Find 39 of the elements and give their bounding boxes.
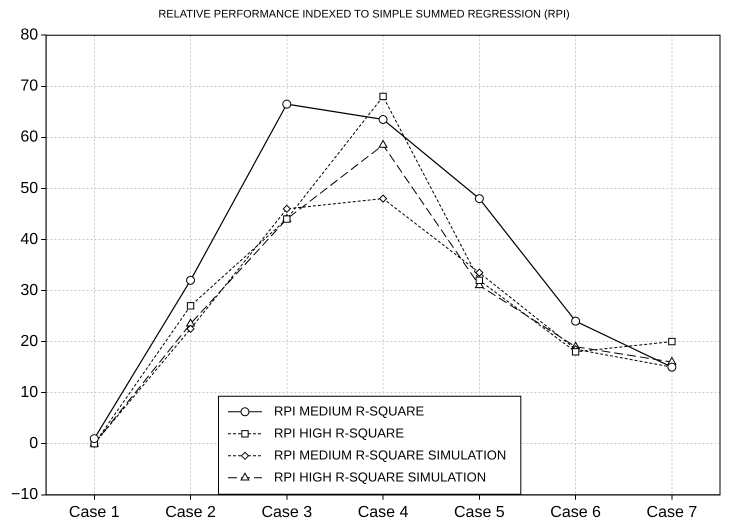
point — [186, 324, 195, 333]
point — [571, 316, 580, 326]
legend-label: RPI MEDIUM R-SQUARE — [274, 403, 425, 418]
y-tick-label: 80 — [20, 26, 38, 44]
x-tick-label: Case 7 — [646, 504, 698, 521]
point — [476, 276, 484, 284]
point — [475, 268, 484, 277]
legend-label: RPI HIGH R-SQUARE — [274, 425, 404, 440]
x-tick-label: Case 3 — [261, 504, 312, 521]
chart-title: RELATIVE PERFORMANCE INDEXED TO SIMPLE SUMMED REGRESSION (RPI) — [158, 8, 570, 21]
point — [378, 114, 388, 124]
point — [186, 318, 195, 326]
point — [379, 194, 388, 203]
x-tick-label: Case 4 — [358, 504, 409, 521]
point — [186, 276, 196, 285]
point — [282, 100, 292, 109]
point — [474, 194, 484, 204]
legend-label: RPI HIGH R-SQUARE SIMULATION — [274, 469, 486, 484]
point — [186, 302, 194, 310]
point — [572, 348, 580, 356]
y-tick-label: 30 — [20, 282, 38, 299]
legend-label: RPI MEDIUM R-SQUARE SIMULATION — [274, 447, 506, 462]
point — [379, 92, 387, 100]
point — [90, 434, 99, 444]
y-tick-label: 20 — [20, 333, 38, 350]
y-tick-label: 10 — [20, 384, 38, 402]
point — [668, 338, 676, 346]
x-tick-label: Case 1 — [68, 504, 120, 521]
y-tick-label: 60 — [20, 128, 38, 146]
y-tick-label: 40 — [20, 230, 38, 248]
x-tick-label: Case 6 — [550, 504, 602, 521]
y-tick-label: 0 — [29, 435, 38, 452]
point — [378, 140, 388, 148]
y-tick-label: −10 — [11, 486, 38, 504]
y-tick-label: 70 — [20, 78, 38, 95]
x-tick-label: Case 5 — [454, 504, 505, 521]
y-tick-label: 50 — [20, 180, 38, 197]
point — [282, 204, 291, 213]
x-tick-label: Case 2 — [165, 504, 216, 521]
